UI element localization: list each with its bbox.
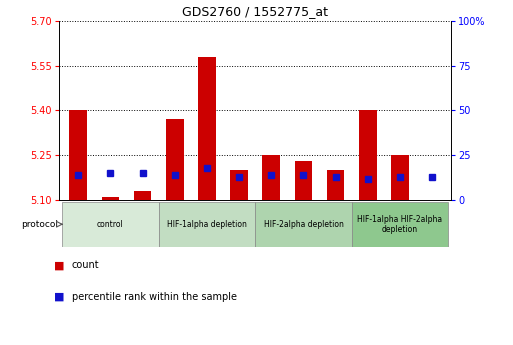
Text: HIF-1alpha HIF-2alpha
depletion: HIF-1alpha HIF-2alpha depletion <box>358 215 443 234</box>
Text: percentile rank within the sample: percentile rank within the sample <box>72 292 237 302</box>
Bar <box>159 202 255 247</box>
Text: ■: ■ <box>54 260 64 270</box>
Bar <box>230 170 248 200</box>
Text: HIF-2alpha depletion: HIF-2alpha depletion <box>264 220 343 229</box>
Text: ■: ■ <box>54 292 64 302</box>
Bar <box>198 57 216 200</box>
Bar <box>62 202 159 247</box>
Text: HIF-1alpha depletion: HIF-1alpha depletion <box>167 220 247 229</box>
Bar <box>102 197 120 200</box>
Bar <box>69 110 87 200</box>
Bar <box>294 161 312 200</box>
Bar <box>391 155 409 200</box>
Bar <box>352 202 448 247</box>
Bar <box>359 110 377 200</box>
Bar <box>327 170 345 200</box>
Text: control: control <box>97 220 124 229</box>
Bar <box>134 191 151 200</box>
Text: protocol: protocol <box>22 220 58 229</box>
Bar <box>166 119 184 200</box>
Text: count: count <box>72 260 100 270</box>
Bar <box>255 202 352 247</box>
Bar <box>263 155 280 200</box>
Title: GDS2760 / 1552775_at: GDS2760 / 1552775_at <box>182 5 328 18</box>
